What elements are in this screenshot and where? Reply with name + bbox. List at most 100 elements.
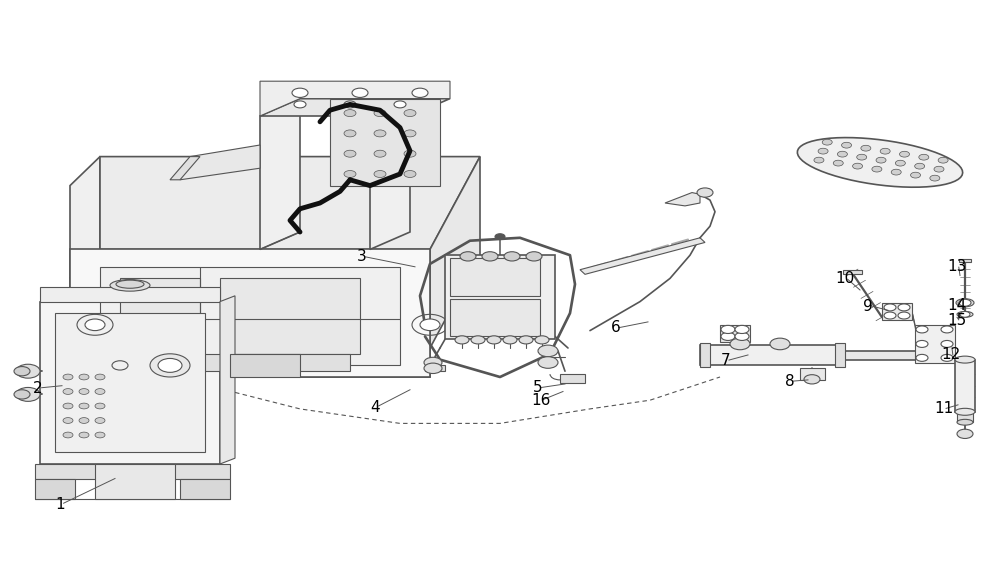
Circle shape (814, 157, 824, 163)
Circle shape (16, 364, 40, 378)
Circle shape (730, 338, 750, 350)
Circle shape (79, 432, 89, 438)
Polygon shape (835, 343, 845, 367)
Circle shape (63, 432, 73, 438)
Circle shape (934, 166, 944, 172)
Polygon shape (100, 267, 400, 365)
Circle shape (63, 374, 73, 380)
Circle shape (503, 336, 517, 344)
Polygon shape (180, 145, 260, 180)
Text: 15: 15 (947, 313, 967, 328)
Circle shape (930, 175, 940, 181)
Circle shape (150, 354, 190, 377)
Circle shape (898, 304, 910, 311)
Ellipse shape (116, 280, 144, 288)
Polygon shape (430, 157, 480, 348)
Polygon shape (720, 325, 750, 342)
Circle shape (842, 142, 852, 148)
Polygon shape (70, 249, 430, 377)
Polygon shape (220, 296, 235, 464)
Circle shape (14, 367, 30, 376)
Circle shape (735, 325, 749, 334)
Polygon shape (40, 302, 220, 464)
Circle shape (915, 163, 925, 169)
Circle shape (14, 390, 30, 399)
Circle shape (960, 311, 970, 317)
Circle shape (95, 389, 105, 394)
Circle shape (770, 338, 790, 350)
Circle shape (941, 340, 953, 347)
Circle shape (404, 110, 416, 117)
Circle shape (95, 418, 105, 423)
Text: 14: 14 (947, 298, 967, 313)
Polygon shape (370, 99, 410, 249)
Circle shape (294, 101, 306, 108)
Polygon shape (700, 343, 710, 367)
Ellipse shape (110, 280, 150, 291)
Circle shape (941, 326, 953, 333)
Polygon shape (70, 157, 100, 278)
Circle shape (959, 299, 971, 306)
Polygon shape (450, 299, 540, 336)
Circle shape (79, 418, 89, 423)
Ellipse shape (957, 419, 973, 425)
Polygon shape (445, 255, 555, 339)
Circle shape (292, 88, 308, 97)
Polygon shape (843, 270, 862, 274)
Text: 9: 9 (863, 299, 873, 314)
Circle shape (404, 130, 416, 137)
Circle shape (538, 357, 558, 368)
Circle shape (833, 160, 843, 166)
Text: 3: 3 (357, 249, 367, 264)
Polygon shape (580, 238, 705, 274)
Circle shape (957, 429, 973, 438)
Text: 2: 2 (33, 381, 43, 396)
Polygon shape (425, 365, 445, 371)
Polygon shape (120, 278, 200, 354)
Circle shape (95, 432, 105, 438)
Circle shape (938, 157, 948, 163)
Polygon shape (70, 278, 430, 377)
Circle shape (916, 354, 928, 361)
Text: 5: 5 (533, 380, 543, 395)
Circle shape (404, 150, 416, 157)
Bar (95, 464, 175, 499)
Circle shape (404, 171, 416, 177)
Circle shape (941, 354, 953, 361)
Polygon shape (915, 325, 955, 362)
Circle shape (919, 154, 929, 160)
Text: 16: 16 (531, 393, 551, 408)
Circle shape (79, 389, 89, 394)
Ellipse shape (957, 311, 973, 317)
Text: 10: 10 (835, 271, 855, 286)
Circle shape (884, 304, 896, 311)
Bar (55, 313, 205, 452)
Circle shape (374, 150, 386, 157)
Circle shape (374, 110, 386, 117)
Circle shape (519, 336, 533, 344)
Polygon shape (330, 99, 440, 186)
Polygon shape (800, 368, 825, 380)
Polygon shape (35, 478, 75, 499)
Circle shape (837, 151, 847, 157)
Circle shape (899, 151, 909, 157)
Polygon shape (40, 287, 220, 302)
Text: 4: 4 (370, 400, 380, 415)
Circle shape (420, 319, 440, 331)
Polygon shape (260, 81, 450, 116)
Circle shape (482, 252, 498, 261)
Circle shape (460, 252, 476, 261)
Circle shape (495, 234, 505, 240)
Circle shape (857, 154, 867, 160)
Circle shape (344, 101, 356, 108)
Circle shape (344, 130, 356, 137)
Circle shape (487, 336, 501, 344)
Polygon shape (560, 374, 585, 383)
Circle shape (916, 340, 928, 347)
Circle shape (471, 336, 485, 344)
Circle shape (95, 374, 105, 380)
Text: 13: 13 (947, 259, 967, 274)
Text: 12: 12 (941, 347, 961, 362)
Circle shape (535, 336, 549, 344)
Polygon shape (220, 278, 360, 354)
